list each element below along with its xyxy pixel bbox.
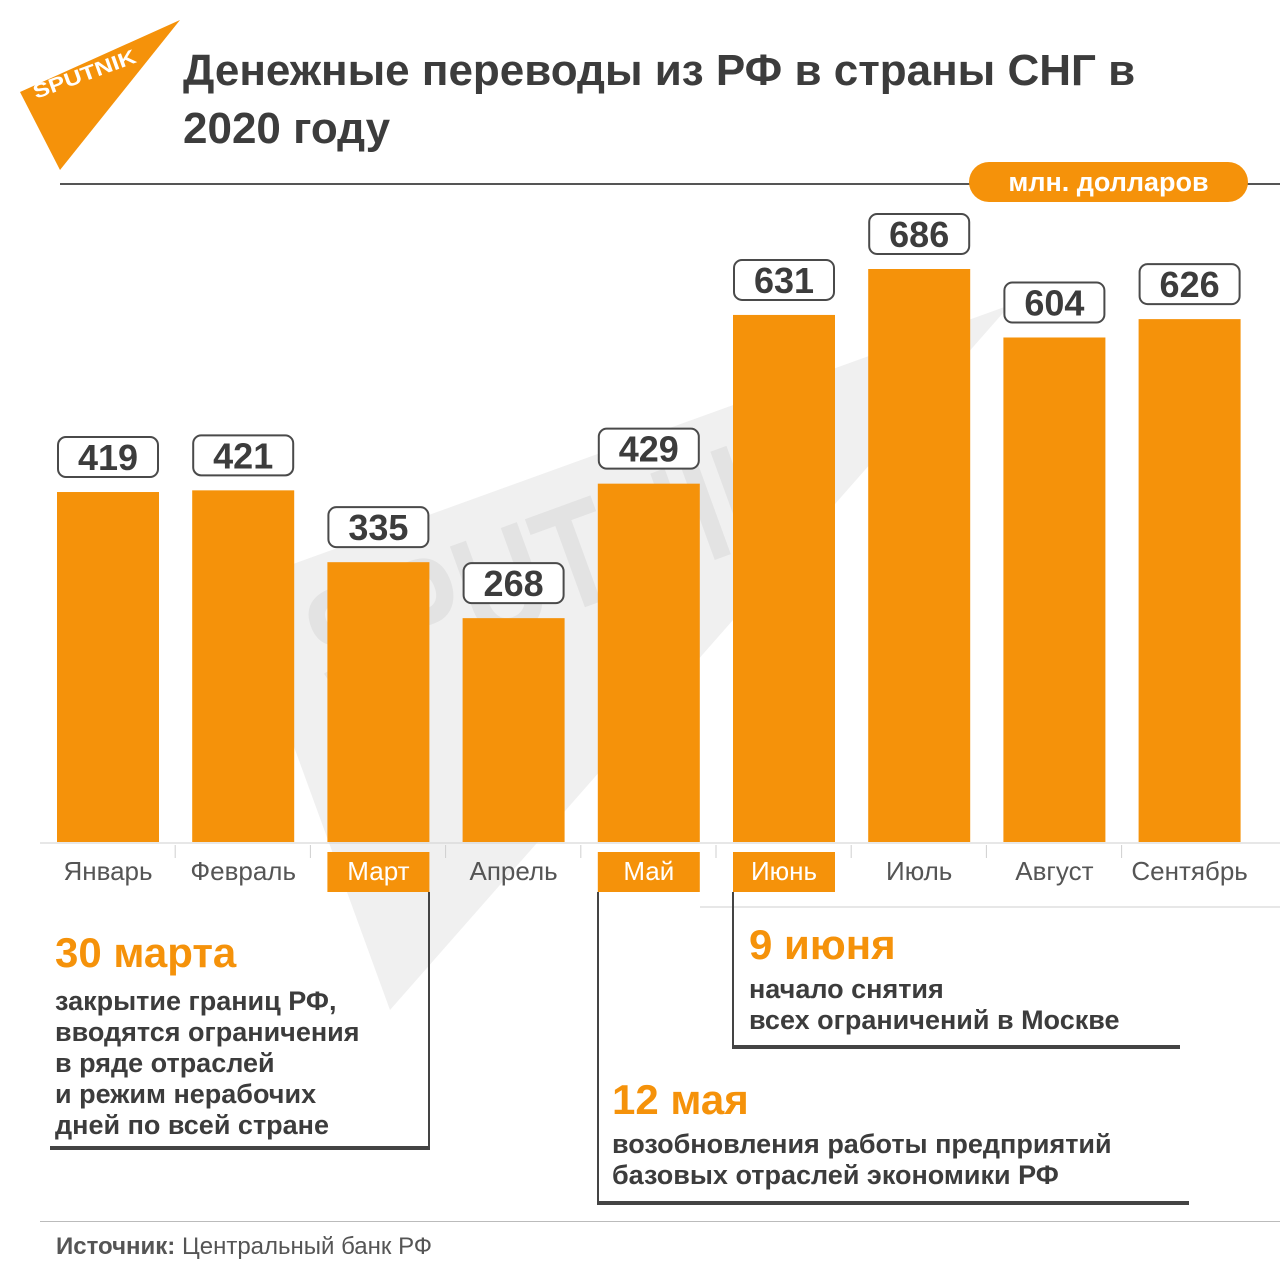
- event-description-line: вводятся ограничения: [55, 1017, 360, 1047]
- value-label: 686: [889, 214, 949, 255]
- event-description-line: в ряде отраслей: [55, 1048, 275, 1078]
- title-divider: [60, 183, 1280, 185]
- source-note: Источник: Центральный банк РФ: [56, 1233, 432, 1261]
- category-label: Апрель: [469, 856, 557, 886]
- value-label: 419: [78, 437, 138, 478]
- event-description-line: и режим нерабочих: [55, 1079, 317, 1109]
- event-march-underline: [50, 1146, 430, 1150]
- value-label-box: [327, 506, 430, 549]
- value-label: 421: [213, 435, 273, 476]
- value-label-box: [1138, 263, 1241, 306]
- category-label: Январь: [63, 856, 152, 886]
- value-label: 335: [348, 507, 408, 548]
- chart-bar: [192, 490, 295, 842]
- chart-bar: [733, 314, 835, 842]
- units-badge: млн. долларов: [969, 162, 1248, 202]
- value-label-box: [868, 213, 971, 255]
- category-label: Август: [1015, 856, 1093, 886]
- chart-bar: [57, 492, 159, 842]
- value-label: 268: [484, 563, 544, 604]
- value-label: 429: [619, 429, 679, 470]
- event-date: 9 июня: [749, 921, 896, 968]
- source-text: Центральный банк РФ: [181, 1233, 433, 1260]
- category-label: Сентябрь: [1131, 856, 1247, 886]
- event-description-line: возобновления работы предприятий: [612, 1129, 1112, 1159]
- value-label-box: [192, 434, 295, 477]
- value-label-box: [462, 562, 565, 605]
- source-label: Источник:: [56, 1233, 176, 1260]
- event-description-line: закрытие границ РФ,: [55, 986, 337, 1016]
- page-title: Денежные переводы из РФ в страны СНГ в 2…: [183, 46, 1136, 153]
- event-june-connector: [732, 892, 734, 1049]
- event-date: 30 марта: [55, 929, 237, 976]
- category-label: Февраль: [190, 856, 296, 886]
- bar-chart: 419 Январь 421 Февраль 335 Март 268 Апрель 429 Ма…: [40, 213, 1280, 908]
- value-label: 626: [1160, 264, 1220, 305]
- event-description-line: базовых отраслей экономики РФ: [612, 1160, 1059, 1190]
- event-march-30: 30 марта закрытие границ РФ, вводятся ог…: [55, 928, 435, 1141]
- chart-bar: [1138, 319, 1241, 843]
- event-description-line: дней по всей стране: [55, 1110, 329, 1140]
- category-highlight: [327, 852, 430, 892]
- event-march-connector: [428, 892, 430, 1150]
- value-label-box: [733, 258, 835, 301]
- event-description-line: всех ограничений в Москве: [749, 1005, 1120, 1035]
- event-may-connector: [597, 892, 599, 1204]
- chart-bar: [327, 562, 430, 842]
- category-label: Май: [623, 856, 674, 886]
- category-highlight: [597, 852, 700, 892]
- chart-bar: [1003, 337, 1106, 842]
- sputnik-logo: SPUTNIK: [20, 20, 180, 170]
- value-label: 631: [754, 260, 814, 301]
- chart-bar: [868, 269, 971, 842]
- event-june-9: 9 июня начало снятия всех ограничений в …: [749, 920, 1199, 1036]
- value-label-box: [57, 436, 159, 479]
- value-label-box: [1003, 281, 1106, 324]
- source-divider: [40, 1221, 1280, 1222]
- category-label: Июль: [886, 856, 952, 886]
- chart-bar: [462, 618, 565, 842]
- event-june-underline: [732, 1045, 1180, 1049]
- event-description-line: начало снятия: [749, 974, 944, 1004]
- category-label: Март: [347, 856, 409, 886]
- category-highlight: [733, 852, 835, 892]
- event-may-underline: [597, 1201, 1189, 1205]
- event-may-12: 12 мая возобновления работы предприятий …: [612, 1075, 1252, 1191]
- chart-bar: [597, 483, 700, 842]
- category-label: Июнь: [751, 856, 817, 886]
- event-date: 12 мая: [612, 1076, 749, 1123]
- value-label: 604: [1024, 282, 1084, 323]
- value-label-box: [597, 427, 700, 470]
